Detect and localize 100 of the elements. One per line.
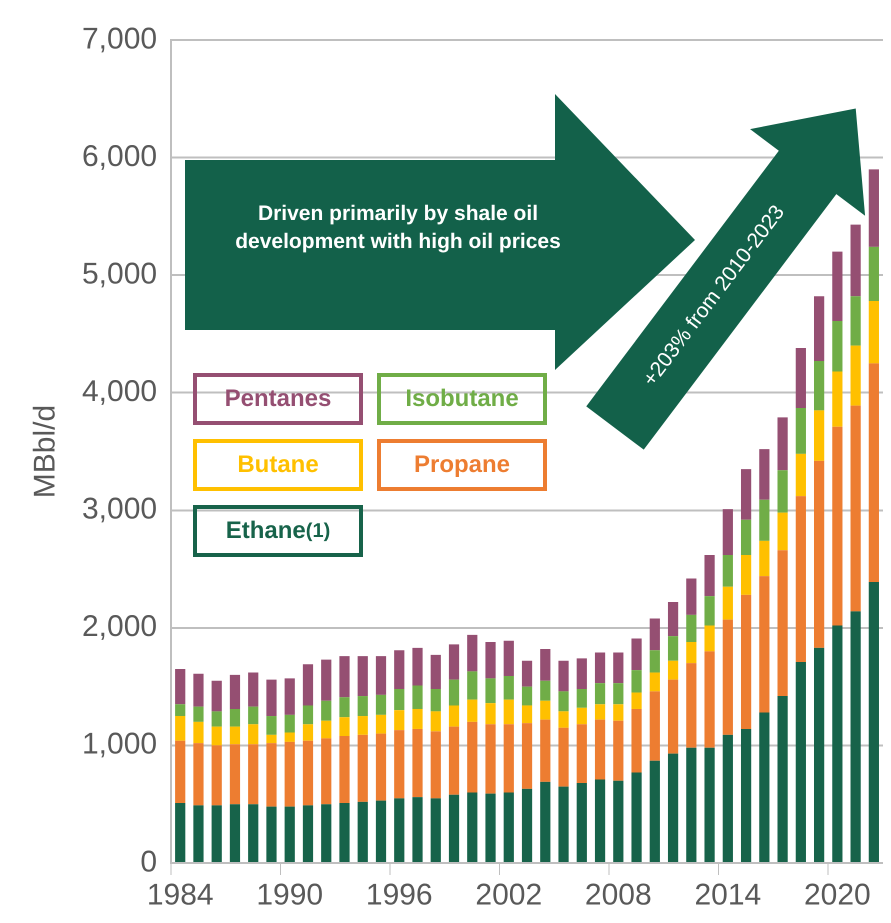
- bar: [485, 794, 496, 862]
- x-tick-label: 2008: [584, 878, 652, 912]
- bar: [448, 705, 460, 727]
- bar: [722, 509, 733, 555]
- bar: [248, 804, 258, 862]
- bar: [321, 700, 332, 721]
- bar: [576, 688, 587, 708]
- bar: [668, 680, 678, 754]
- bar: [558, 691, 569, 712]
- bar: [412, 648, 423, 686]
- bar: [321, 660, 332, 701]
- bar: [248, 744, 258, 804]
- bar: [266, 806, 277, 862]
- bar: [266, 680, 277, 716]
- bar: [394, 710, 404, 730]
- bar: [796, 496, 806, 662]
- bar: [631, 692, 642, 709]
- bar: [284, 806, 295, 862]
- bar: [230, 744, 240, 804]
- bar: [832, 426, 842, 626]
- bar: [704, 596, 715, 626]
- bar: [248, 672, 258, 707]
- bar: [796, 454, 806, 496]
- bar: [504, 792, 514, 862]
- bar: [722, 586, 733, 620]
- bar: [722, 554, 733, 587]
- bar: [668, 660, 678, 680]
- bar: [594, 704, 606, 720]
- bar: [175, 669, 186, 704]
- bar: [832, 626, 842, 862]
- bar: [284, 732, 295, 742]
- bar: [358, 802, 368, 862]
- bar: [540, 782, 550, 862]
- bar: [759, 576, 770, 713]
- bar: [868, 582, 879, 862]
- x-tick-label: 2020: [804, 878, 871, 912]
- bar: [868, 246, 879, 302]
- bar: [558, 728, 569, 787]
- bar: [485, 703, 496, 724]
- bar: [339, 697, 350, 718]
- x-tick-label: 2014: [694, 878, 762, 912]
- bar: [868, 169, 879, 247]
- bar: [321, 804, 332, 862]
- y-tick-label: 0: [140, 845, 158, 878]
- bar: [631, 638, 642, 670]
- bar: [686, 663, 696, 748]
- bar: [467, 722, 478, 792]
- bar: [777, 512, 788, 550]
- bar: [576, 658, 587, 689]
- bar: [686, 614, 696, 642]
- bar: [740, 520, 752, 555]
- bar: [777, 696, 788, 862]
- bar: [740, 469, 752, 520]
- bar: [740, 554, 752, 595]
- bar: [850, 224, 861, 296]
- bar: [485, 642, 496, 678]
- bar: [175, 803, 186, 862]
- bar: [594, 652, 606, 684]
- bar: [193, 743, 204, 806]
- bar: [376, 694, 386, 715]
- bar: [321, 738, 332, 804]
- bar: [850, 346, 861, 406]
- bar: [376, 734, 386, 801]
- bar: [650, 618, 660, 650]
- bar: [266, 743, 277, 807]
- bar: [668, 754, 678, 862]
- bar: [558, 711, 569, 728]
- bar: [504, 676, 514, 700]
- bar: [777, 470, 788, 513]
- bar: [467, 634, 478, 672]
- bar: [704, 748, 715, 862]
- bar: [266, 716, 277, 735]
- bar: [504, 640, 514, 676]
- bar: [594, 720, 606, 780]
- bar: [339, 656, 350, 698]
- bar: [576, 724, 587, 784]
- bar: [339, 803, 350, 862]
- x-tick-label: 2002: [475, 878, 542, 912]
- bar: [613, 652, 624, 684]
- annotation: Driven primarily by shale oil development with high oil prices: [234, 201, 562, 255]
- bar: [175, 740, 186, 804]
- y-tick-label: 2,000: [82, 610, 158, 644]
- bar: [522, 705, 532, 724]
- bar: [740, 594, 752, 729]
- bar: [504, 700, 514, 724]
- bar: [740, 728, 752, 862]
- bar: [668, 602, 678, 636]
- bar: [650, 760, 660, 862]
- bar: [376, 656, 386, 695]
- bar: [777, 417, 788, 470]
- bar: [650, 672, 660, 692]
- bar: [832, 320, 842, 372]
- bar: [814, 296, 824, 361]
- bar: [814, 460, 824, 648]
- bar: [650, 650, 660, 673]
- bar: [193, 706, 204, 722]
- bar: [796, 348, 806, 408]
- bar: [358, 734, 368, 802]
- bar: [212, 711, 222, 727]
- bar: [430, 731, 441, 798]
